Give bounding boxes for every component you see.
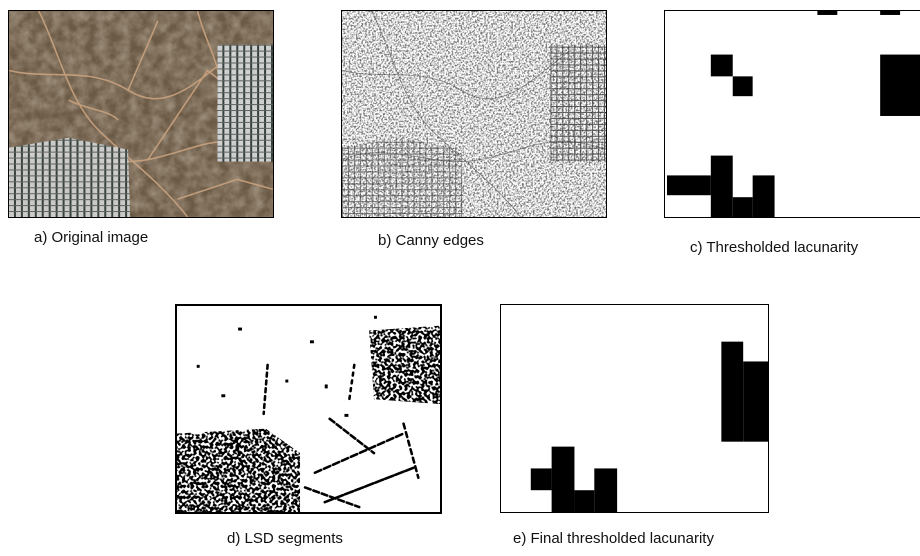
- isolated-segments: [196, 315, 377, 417]
- thresholded-lacunarity-panel: [664, 10, 920, 218]
- caption-c: c) Thresholded lacunarity: [690, 239, 859, 256]
- canny-edges: [342, 11, 606, 217]
- final-lacunarity-blocks: [530, 341, 768, 512]
- canny-edges-panel: [341, 10, 607, 218]
- edge-grid-southwest: [342, 137, 464, 217]
- original-image-panel: [8, 10, 274, 218]
- edge-grid-east: [550, 44, 606, 162]
- lsd-segments: [177, 306, 440, 512]
- settlement-southwest: [9, 137, 131, 217]
- caption-e: e) Final thresholded lacunarity: [513, 530, 714, 547]
- final-thresholded-lacunarity: [501, 305, 768, 512]
- segment-cluster-west: [177, 428, 301, 512]
- lacunarity-blocks: [666, 11, 920, 217]
- segment-cluster-east: [369, 325, 440, 405]
- settlement-east: [217, 44, 273, 162]
- thresholded-lacunarity: [665, 11, 920, 217]
- caption-d: d) LSD segments: [227, 530, 343, 547]
- caption-b: b) Canny edges: [378, 232, 484, 249]
- edge-roads: [342, 11, 606, 217]
- lsd-segments-panel: [175, 304, 442, 514]
- final-thresholded-lacunarity-panel: [500, 304, 769, 513]
- original-image: [9, 11, 273, 217]
- caption-a: a) Original image: [34, 229, 149, 246]
